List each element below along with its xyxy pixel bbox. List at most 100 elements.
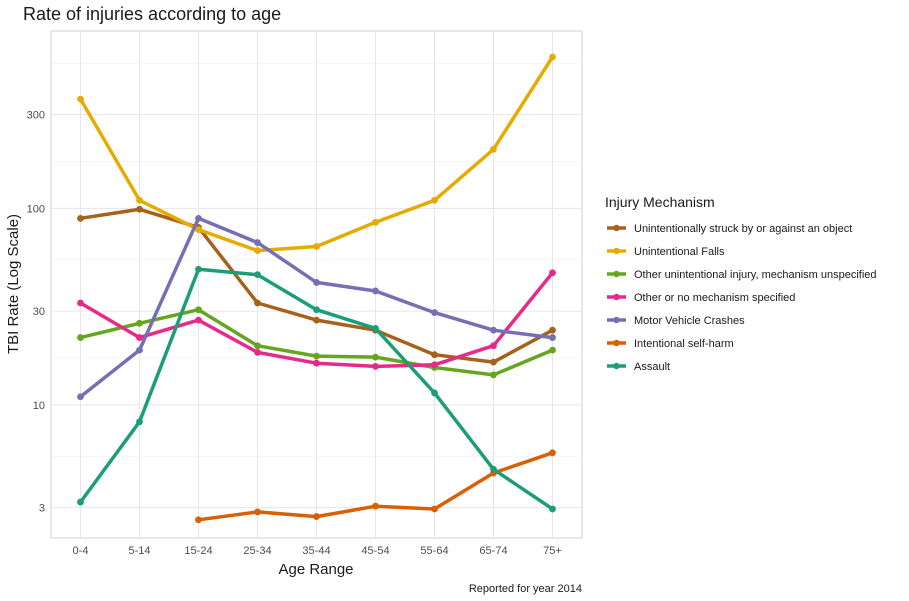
legend-key-point-0 [613,224,620,232]
point-2-1 [136,319,143,327]
legend-key-point-5 [613,339,620,347]
legend-entry-1: Unintentional Falls [607,246,725,258]
point-5-2 [195,516,202,524]
point-4-6 [431,309,438,316]
point-1-2 [195,226,202,234]
legend-entry-0: Unintentionally struck by or against an … [607,223,852,235]
point-1-8 [549,53,556,61]
point-0-3 [254,299,261,307]
y-tick-label-3: 100 [27,203,45,215]
point-4-1 [136,346,143,354]
point-0-8 [549,326,556,334]
point-3-4 [313,359,320,367]
x-tick-label-1: 5-14 [128,545,150,557]
point-4-2 [195,214,202,222]
legend-entry-3: Other or no mechanism specified [607,292,795,304]
point-0-4 [313,316,320,324]
legend-key-point-4 [613,316,620,324]
point-4-0 [77,393,84,401]
point-4-8 [549,334,556,341]
legend-entry-4: Motor Vehicle Crashes [607,315,745,327]
point-6-4 [313,306,320,314]
y-tick-label-4: 300 [27,110,45,122]
point-5-5 [372,502,379,510]
point-4-3 [254,239,261,246]
y-axis-ticks: 3 10 30 100 300 [27,110,45,515]
point-3-5 [372,362,379,370]
series-6 [77,265,556,513]
point-3-8 [549,269,556,277]
series-5 [195,449,556,524]
chart-title: Rate of injuries according to age [23,4,281,24]
x-tick-label-7: 65-74 [479,545,507,557]
point-5-8 [549,449,556,457]
point-0-1 [136,205,143,213]
x-axis-ticks: 0-4 5-14 15-24 25-34 35-44 45-54 55-64 65-74 75+ [73,545,562,557]
point-4-5 [372,287,379,295]
point-0-7 [490,358,497,366]
legend-key-point-3 [613,293,620,301]
point-3-6 [431,361,438,369]
legend-label-3: Other or no mechanism specified [634,292,795,304]
point-6-3 [254,271,261,279]
y-tick-label-0: 3 [39,503,45,515]
point-1-4 [313,243,320,250]
legend-entry-5: Intentional self-harm [607,338,734,350]
point-3-0 [77,299,84,307]
point-2-0 [77,334,84,341]
legend-label-2: Other unintentional injury, mechanism un… [634,269,877,281]
point-3-2 [195,316,202,324]
point-5-3 [254,508,261,516]
point-3-7 [490,342,497,350]
x-tick-label-3: 25-34 [243,545,271,557]
series-4 [77,214,556,401]
legend-key-point-6 [613,362,620,370]
legend-label-1: Unintentional Falls [634,246,725,258]
x-axis-label: Age Range [278,561,353,578]
point-1-1 [136,196,143,204]
x-tick-label-6: 55-64 [420,545,448,557]
point-2-5 [372,353,379,361]
caption: Reported for year 2014 [469,583,582,595]
point-1-6 [431,196,438,204]
legend-label-4: Motor Vehicle Crashes [634,315,745,327]
x-tick-label-8: 75+ [543,545,562,557]
series-1 [77,53,556,254]
point-5-6 [431,505,438,513]
x-tick-label-2: 15-24 [184,545,212,557]
legend-entry-2: Other unintentional injury, mechanism un… [607,269,877,281]
point-3-1 [136,334,143,341]
legend-label-6: Assault [634,361,670,373]
point-2-7 [490,371,497,379]
point-6-2 [195,265,202,273]
point-5-4 [313,513,320,520]
series-3 [77,269,556,370]
point-2-8 [549,346,556,354]
point-2-2 [195,306,202,314]
y-tick-label-2: 30 [33,306,45,318]
legend-label-0: Unintentionally struck by or against an … [634,223,852,235]
point-2-4 [313,352,320,360]
x-tick-label-4: 35-44 [302,545,330,557]
point-6-6 [431,389,438,397]
point-6-8 [549,505,556,513]
point-2-3 [254,342,261,350]
point-1-5 [372,218,379,226]
point-6-5 [372,325,379,332]
series-layer [77,53,556,524]
point-6-7 [490,465,497,473]
point-0-0 [77,214,84,222]
y-axis-label: TBI Rate (Log Scale) [5,214,22,354]
point-6-0 [77,498,84,506]
point-1-0 [77,95,84,103]
point-4-4 [313,279,320,286]
series-2 [77,306,556,379]
y-tick-label-1: 10 [33,400,45,412]
legend-entry-6: Assault [607,361,670,373]
point-4-7 [490,326,497,334]
legend-key-point-1 [613,247,620,255]
legend: Injury Mechanism Unintentionally struck … [605,194,877,373]
point-1-7 [490,145,497,153]
point-3-3 [254,348,261,356]
